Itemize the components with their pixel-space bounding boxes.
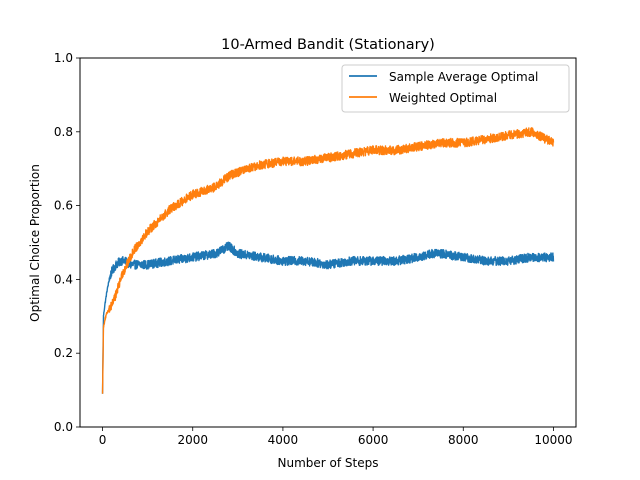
x-tick-label: 0 bbox=[99, 433, 107, 447]
series-layer bbox=[101, 127, 555, 394]
legend-label-sample-average: Sample Average Optimal bbox=[389, 70, 538, 84]
x-tick-label: 4000 bbox=[268, 433, 299, 447]
y-tick-label: 0.4 bbox=[54, 272, 73, 286]
x-tick-label: 2000 bbox=[177, 433, 208, 447]
legend-label-weighted: Weighted Optimal bbox=[389, 91, 497, 105]
series-line-0 bbox=[101, 241, 555, 394]
y-tick-label: 0.6 bbox=[54, 199, 73, 213]
y-axis-label: Optimal Choice Proportion bbox=[28, 164, 42, 322]
y-tick-label: 0.2 bbox=[54, 346, 73, 360]
legend: Sample Average Optimal Weighted Optimal bbox=[341, 64, 570, 113]
x-tick-label: 8000 bbox=[448, 433, 479, 447]
x-axis: 0 2000 4000 6000 8000 10000 bbox=[99, 427, 573, 447]
y-tick-label: 1.0 bbox=[54, 51, 73, 65]
x-tick-label: 6000 bbox=[358, 433, 389, 447]
y-tick-label: 0.0 bbox=[54, 420, 73, 434]
series-line-1 bbox=[101, 127, 555, 394]
plot-frame bbox=[79, 57, 577, 428]
chart-title: 10-Armed Bandit (Stationary) bbox=[221, 37, 435, 53]
y-axis: 0.0 0.2 0.4 0.6 0.8 1.0 bbox=[54, 51, 80, 434]
y-tick-label: 0.8 bbox=[54, 125, 73, 139]
legend-box bbox=[341, 64, 570, 113]
x-tick-label: 10000 bbox=[534, 433, 572, 447]
x-axis-label: Number of Steps bbox=[278, 456, 379, 470]
